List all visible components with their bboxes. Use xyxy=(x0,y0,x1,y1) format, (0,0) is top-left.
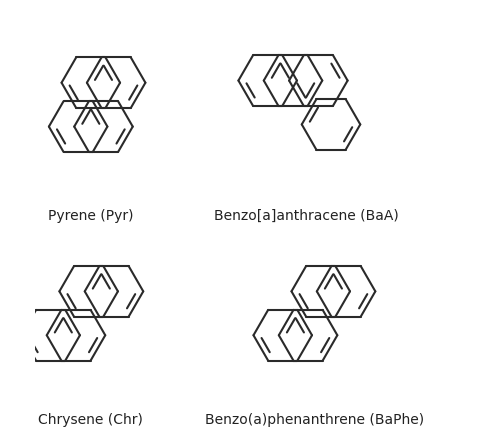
Text: Benzo[a]anthracene (BaA): Benzo[a]anthracene (BaA) xyxy=(214,209,398,223)
Text: Chrysene (Chr): Chrysene (Chr) xyxy=(38,414,144,427)
Text: Benzo(a)phenanthrene (BaPhe): Benzo(a)phenanthrene (BaPhe) xyxy=(205,414,424,427)
Text: Pyrene (Pyr): Pyrene (Pyr) xyxy=(48,209,134,223)
